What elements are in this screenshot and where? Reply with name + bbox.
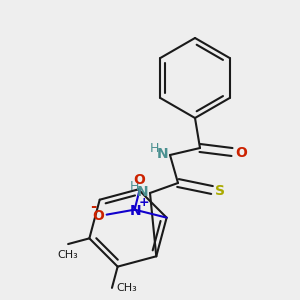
Text: N: N	[130, 204, 141, 218]
Text: O: O	[92, 208, 103, 223]
Text: -: -	[90, 199, 97, 214]
Text: CH₃: CH₃	[58, 250, 79, 260]
Text: N: N	[156, 147, 168, 161]
Text: H: H	[150, 142, 159, 155]
Text: N: N	[136, 185, 148, 199]
Text: S: S	[215, 184, 225, 198]
Text: +: +	[138, 196, 149, 209]
Text: O: O	[134, 172, 146, 187]
Text: O: O	[235, 146, 247, 160]
Text: H: H	[130, 179, 139, 193]
Text: CH₃: CH₃	[116, 283, 137, 293]
